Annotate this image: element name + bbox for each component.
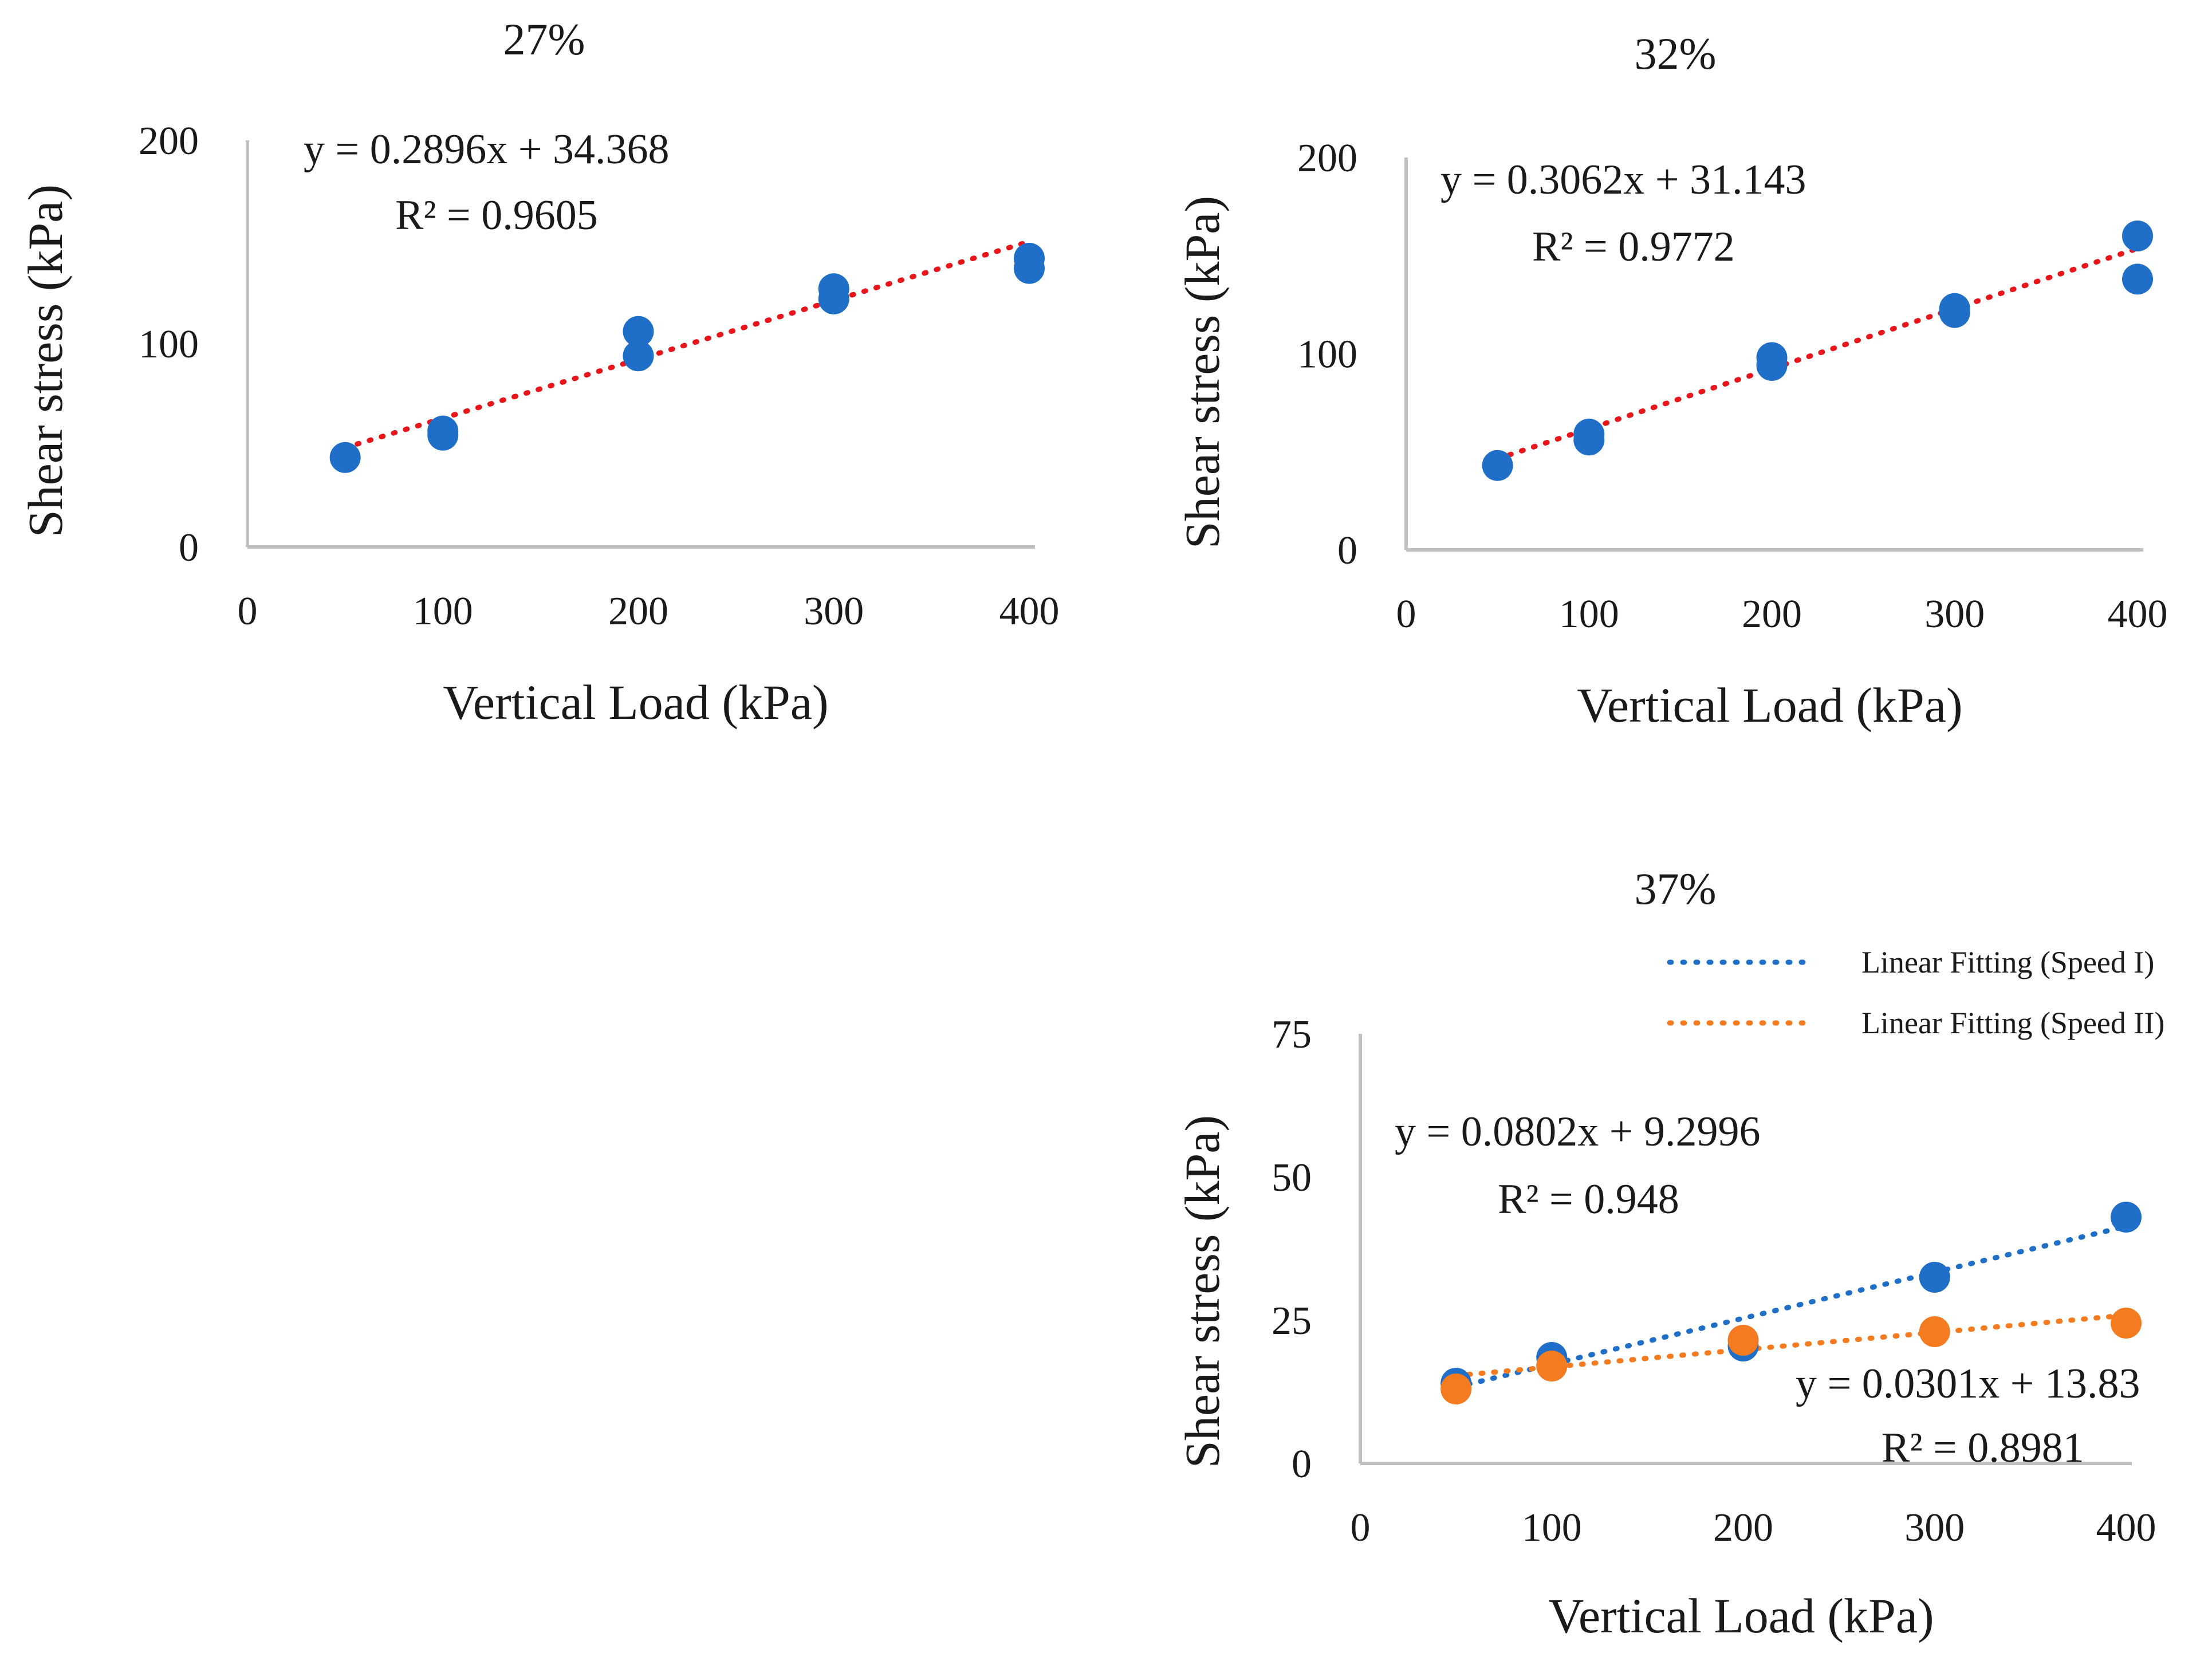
data-point-series-1: [1939, 293, 1970, 324]
legend: Linear Fitting (Speed I) Linear Fitting …: [1667, 945, 2164, 1040]
data-point-series-1: [427, 415, 459, 447]
x-tick-label: 200: [1713, 1506, 1773, 1550]
data-point-series-1: [2111, 1202, 2142, 1233]
data-point-series-1: [1014, 242, 1045, 274]
trend-line-series-1: [1495, 246, 2140, 462]
trend-equation: y = 0.3062x + 31.143: [1440, 156, 1806, 203]
chart-27-percent: 27% Shear stress (kPa) Vertical Load (kP…: [18, 14, 1060, 730]
y-tick-label: 0: [179, 526, 199, 570]
chart-title: 37%: [1635, 864, 1717, 914]
data-point-series-2: [1727, 1325, 1759, 1356]
trend-r-squared-speed-ii: R² = 0.8981: [1882, 1424, 2084, 1471]
data-point-series-2: [1536, 1351, 1568, 1382]
data-point-series-1: [2122, 221, 2153, 251]
x-tick-label: 200: [608, 589, 668, 633]
data-point-series-1: [1573, 418, 1605, 450]
x-axis-label: Vertical Load (kPa): [443, 675, 828, 730]
data-point-series-1: [1482, 450, 1513, 481]
trend-r-squared: R² = 0.9772: [1532, 223, 1735, 270]
x-tick-label: 0: [1396, 592, 1416, 636]
x-tick-label: 300: [1924, 592, 1985, 636]
data-point-series-1: [2122, 263, 2153, 295]
y-tick-label: 100: [139, 322, 199, 367]
x-axis-label: Vertical Load (kPa): [1548, 1588, 1934, 1643]
chart-title: 32%: [1635, 29, 1717, 78]
y-axis-label: Shear stress (kPa): [18, 184, 73, 537]
y-tick-label: 75: [1272, 1013, 1312, 1057]
trend-r-squared: R² = 0.9605: [395, 192, 598, 239]
y-tick-label: 100: [1297, 333, 1357, 377]
legend-label-speed-i: Linear Fitting (Speed I): [1861, 945, 2154, 979]
y-tick-label: 0: [1337, 529, 1357, 573]
x-tick-label: 400: [2096, 1506, 2156, 1550]
data-point-series-1: [818, 273, 849, 305]
trend-equation-speed-i: y = 0.0802x + 9.2996: [1395, 1108, 1760, 1155]
data-point-series-2: [2111, 1308, 2142, 1339]
x-tick-label: 100: [1559, 592, 1619, 636]
y-tick-label: 200: [1297, 136, 1357, 180]
chart-37-percent: 37% Shear stress (kPa) Vertical Load (kP…: [1175, 864, 2164, 1643]
trend-line-series-2: [1453, 1312, 2129, 1379]
trend-line-series-1: [1453, 1223, 2129, 1390]
x-tick-label: 400: [999, 589, 1060, 633]
data-point-series-2: [1919, 1316, 1950, 1347]
y-tick-label: 50: [1272, 1156, 1312, 1200]
data-point-series-1: [623, 340, 654, 372]
data-point-series-1: [623, 316, 654, 347]
data-point-series-1: [1919, 1262, 1950, 1293]
y-tick-label: 0: [1292, 1442, 1312, 1486]
chart-title: 27%: [503, 14, 585, 64]
y-axis-label: Shear stress (kPa): [1175, 196, 1230, 549]
trend-equation: y = 0.2896x + 34.368: [304, 126, 669, 173]
y-axis-label: Shear stress (kPa): [1175, 1115, 1230, 1468]
y-tick-label: 200: [139, 119, 199, 163]
x-axis-label: Vertical Load (kPa): [1577, 678, 1962, 733]
x-tick-label: 300: [1904, 1506, 1965, 1550]
data-point-series-1: [1756, 342, 1788, 373]
x-tick-label: 0: [238, 589, 258, 633]
trend-equation-speed-ii: y = 0.0301x + 13.83: [1796, 1360, 2140, 1407]
x-tick-label: 100: [413, 589, 473, 633]
chart-32-percent: 32% Shear stress (kPa) Vertical Load (kP…: [1175, 29, 2168, 733]
trend-line-series-1: [343, 239, 1032, 451]
data-point-series-1: [329, 442, 361, 473]
x-tick-label: 0: [1351, 1506, 1371, 1550]
legend-label-speed-ii: Linear Fitting (Speed II): [1861, 1006, 2164, 1040]
x-tick-label: 100: [1522, 1506, 1582, 1550]
x-tick-label: 300: [804, 589, 864, 633]
x-tick-label: 200: [1742, 592, 1802, 636]
trend-r-squared-speed-i: R² = 0.948: [1498, 1176, 1679, 1223]
data-point-series-2: [1440, 1373, 1472, 1404]
y-tick-label: 25: [1272, 1299, 1312, 1343]
x-tick-label: 400: [2108, 592, 2168, 636]
